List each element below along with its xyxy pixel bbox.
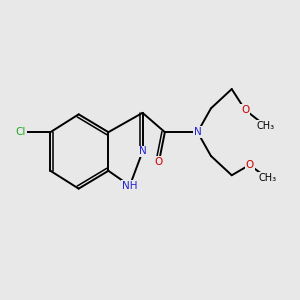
Text: NH: NH xyxy=(122,181,137,191)
Text: O: O xyxy=(155,157,163,167)
Text: CH₃: CH₃ xyxy=(258,173,277,183)
Text: N: N xyxy=(139,146,146,157)
Text: Cl: Cl xyxy=(16,127,26,137)
Text: O: O xyxy=(241,105,249,115)
Text: N: N xyxy=(194,127,201,137)
Text: CH₃: CH₃ xyxy=(257,121,275,131)
Text: O: O xyxy=(245,160,254,170)
